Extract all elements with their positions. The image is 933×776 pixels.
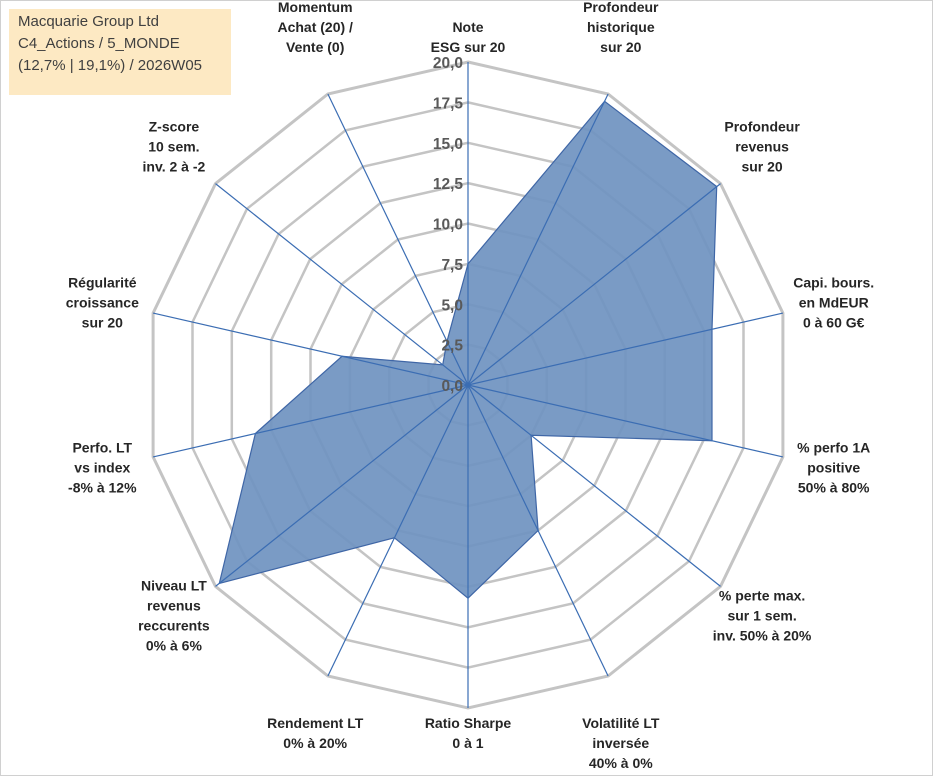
- tick-label: 20,0: [433, 55, 463, 72]
- axis-label: Capi. bours. en MdEUR 0 à 60 G€: [793, 274, 874, 330]
- axis-label-line: 0% à 6%: [146, 637, 203, 653]
- axis-label: Perfo. LT vs index -8% à 12%: [68, 440, 137, 496]
- axis-label: % perte max. sur 1 sem. inv. 50% à 20%: [713, 587, 812, 643]
- tick-label: 0,0: [441, 378, 463, 395]
- axis-label-line: Ratio Sharpe: [425, 715, 512, 731]
- axis-label-line: Profondeur: [724, 119, 800, 135]
- axis-label-line: revenus: [147, 597, 201, 613]
- axis-label-line: en MdEUR: [799, 294, 869, 310]
- tick-label: 2,5: [441, 338, 463, 355]
- axis-label: Profondeur historique sur 20: [583, 0, 659, 55]
- axis-label-line: ESG sur 20: [431, 39, 506, 55]
- axis-label: Note ESG sur 20: [431, 19, 506, 55]
- axis-label-line: Z-score: [149, 119, 200, 135]
- axis-label-line: Perfo. LT: [72, 440, 132, 456]
- axis-label: % perfo 1A positive 50% à 80%: [797, 440, 870, 496]
- axis-label-line: sur 20: [741, 159, 782, 175]
- axis-label-line: historique: [587, 19, 655, 35]
- axis-label-line: sur 20: [600, 39, 641, 55]
- axis-label-line: Niveau LT: [141, 577, 207, 593]
- axis-label: Régularité croissance sur 20: [66, 274, 139, 330]
- axis-label: Momentum Achat (20) / Vente (0): [277, 0, 353, 55]
- axis-label-line: reccurents: [138, 617, 210, 633]
- tick-label: 15,0: [433, 136, 463, 153]
- axis-spoke: [152, 312, 469, 386]
- axis-label: Rendement LT 0% à 20%: [267, 715, 364, 751]
- axis-label-line: Note: [452, 19, 483, 35]
- axis-label-line: 40% à 0%: [589, 755, 653, 771]
- axis-label: Ratio Sharpe 0 à 1: [425, 715, 512, 751]
- axis-spoke: [327, 384, 469, 677]
- axis-spoke: [467, 384, 721, 587]
- axis-labels: Note ESG sur 20 Profondeur historique sur 20…: [66, 0, 874, 771]
- axis-label: Niveau LT revenus reccurents 0% à 6%: [138, 577, 210, 653]
- category-label: C4_Actions / 5_MONDE: [18, 35, 180, 52]
- tick-label: 5,0: [441, 297, 463, 314]
- info-box: Macquarie Group Ltd C4_Actions / 5_MONDE…: [9, 9, 231, 95]
- axis-spoke: [215, 384, 469, 587]
- tick-label: 10,0: [433, 217, 463, 234]
- company-name: Macquarie Group Ltd: [18, 13, 159, 30]
- axis-label-line: Achat (20) /: [277, 19, 353, 35]
- axis-label-line: 0 à 60 G€: [803, 314, 865, 330]
- tick-label: 12,5: [433, 176, 464, 193]
- axis-spoke: [467, 93, 609, 386]
- axis-label-line: -8% à 12%: [68, 480, 137, 496]
- axis-label-line: inv. 2 à -2: [143, 159, 206, 175]
- tick-labels: 0,0 2,5 5,0 7,5 10,0 12,5 15,0 17,5 20,0: [433, 55, 464, 395]
- axis-label-line: 0% à 20%: [283, 735, 347, 751]
- axis-spoke: [215, 183, 469, 386]
- axis-spoke: [467, 183, 721, 386]
- axis-label-line: revenus: [735, 139, 789, 155]
- tick-label: 7,5: [441, 257, 463, 274]
- axis-label-line: Régularité: [68, 274, 137, 290]
- axis-label-line: % perfo 1A: [797, 440, 870, 456]
- axis-label-line: sur 20: [82, 314, 123, 330]
- axis-label: Volatilité LT inversée 40% à 0%: [582, 715, 660, 771]
- axis-spoke: [327, 93, 469, 386]
- axis-label-line: 10 sem.: [148, 139, 199, 155]
- axis-label-line: sur 1 sem.: [727, 607, 796, 623]
- axis-label-line: Momentum: [278, 0, 353, 15]
- axis-spoke: [467, 312, 784, 386]
- axis-label: Profondeur revenus sur 20: [724, 119, 800, 175]
- axis-label-line: % perte max.: [719, 587, 805, 603]
- period-label: (12,7% | 19,1%) / 2026W05: [18, 57, 202, 74]
- axis-label-line: Profondeur: [583, 0, 659, 15]
- axis-label-line: positive: [807, 460, 860, 476]
- axis-spoke: [467, 384, 609, 677]
- axis-label-line: 0 à 1: [452, 735, 483, 751]
- tick-label: 17,5: [433, 95, 464, 112]
- axis-label-line: Capi. bours.: [793, 274, 874, 290]
- axis-label-line: 50% à 80%: [798, 480, 870, 496]
- axis-spoke: [467, 384, 784, 458]
- axis-label-line: inv. 50% à 20%: [713, 627, 812, 643]
- axis-label-line: Vente (0): [286, 39, 344, 55]
- axis-label-line: Volatilité LT: [582, 715, 660, 731]
- axis-spokes: [152, 62, 784, 708]
- axis-label-line: vs index: [74, 460, 130, 476]
- axis-label-line: Rendement LT: [267, 715, 364, 731]
- axis-label: Z-score 10 sem. inv. 2 à -2: [143, 119, 206, 175]
- axis-label-line: inversée: [592, 735, 649, 751]
- axis-label-line: croissance: [66, 294, 139, 310]
- axis-spoke: [152, 384, 469, 458]
